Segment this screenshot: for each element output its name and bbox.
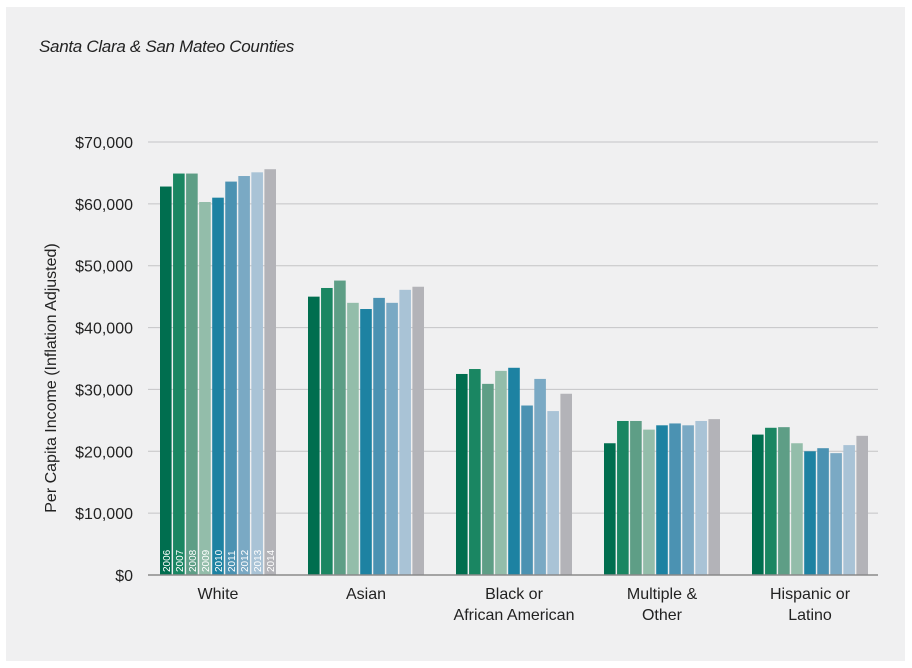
x-tick-label: White xyxy=(198,586,239,603)
x-tick-label: Asian xyxy=(346,586,386,603)
bar xyxy=(669,423,681,575)
bar xyxy=(238,176,250,575)
y-axis-ticks: $0 $10,000 $20,000 $30,000 $40,000 $50,000 $60… xyxy=(75,135,133,585)
year-label: 2007 xyxy=(175,549,186,572)
y-tick-label: $30,000 xyxy=(75,382,133,399)
bar xyxy=(456,373,468,575)
bar xyxy=(547,411,559,575)
y-tick-label: $20,000 xyxy=(75,444,133,461)
year-label: 2012 xyxy=(240,549,251,572)
year-label: 2009 xyxy=(201,549,212,572)
year-label: 2013 xyxy=(253,549,264,572)
bar xyxy=(373,297,385,575)
bar xyxy=(334,280,346,575)
bar xyxy=(508,367,520,575)
bar xyxy=(173,173,185,575)
bars xyxy=(160,169,868,576)
bar xyxy=(830,453,842,575)
bar xyxy=(617,420,629,575)
bar xyxy=(765,427,777,575)
x-tick-label: Multiple & Other xyxy=(627,586,698,624)
bar xyxy=(212,197,224,575)
bar xyxy=(251,172,263,575)
bar xyxy=(752,434,764,575)
bar xyxy=(604,443,616,575)
bar xyxy=(186,173,198,575)
bar xyxy=(804,451,816,575)
y-axis-label: Per Capita Income (Inflation Adjusted) xyxy=(43,243,60,512)
bar xyxy=(778,427,790,575)
bar xyxy=(225,181,237,576)
year-label: 2008 xyxy=(188,549,199,572)
bar xyxy=(521,405,533,575)
bar xyxy=(321,287,333,575)
bar xyxy=(560,393,572,575)
bar xyxy=(682,425,694,575)
y-tick-label: $10,000 xyxy=(75,506,133,523)
bar xyxy=(643,429,655,575)
bar xyxy=(482,383,494,575)
x-axis-ticks: White Asian Black or African American Multip… xyxy=(198,586,851,624)
chart-subtitle: Santa Clara & San Mateo Counties xyxy=(39,37,294,56)
year-labels: 2006 2007 2008 2009 2010 2011 2012 2013 2014 xyxy=(162,549,277,572)
bar xyxy=(386,302,398,575)
year-label: 2014 xyxy=(266,549,277,572)
bar xyxy=(817,448,829,575)
bar xyxy=(264,169,276,575)
year-label: 2011 xyxy=(227,550,238,572)
bar xyxy=(160,186,172,575)
bar xyxy=(656,425,668,575)
bar xyxy=(399,289,411,575)
year-label: 2010 xyxy=(214,549,225,572)
year-label: 2006 xyxy=(162,549,173,572)
bar xyxy=(495,370,507,575)
bar xyxy=(199,202,211,575)
y-tick-label: $50,000 xyxy=(75,259,133,276)
bar xyxy=(856,435,868,575)
y-tick-label: $60,000 xyxy=(75,197,133,214)
bar xyxy=(534,378,546,575)
bar xyxy=(308,296,320,575)
y-tick-label: $0 xyxy=(115,568,133,585)
bar xyxy=(843,445,855,575)
bar xyxy=(469,369,481,575)
y-tick-label: $40,000 xyxy=(75,321,133,338)
y-tick-label: $70,000 xyxy=(75,135,133,152)
bar xyxy=(347,302,359,575)
bar xyxy=(630,420,642,575)
bar xyxy=(695,420,707,575)
bar xyxy=(791,443,803,575)
bar xyxy=(412,286,424,575)
bar xyxy=(708,419,720,575)
bar xyxy=(360,309,372,575)
x-tick-label: Hispanic or Latino xyxy=(770,586,851,624)
x-tick-label: Black or African American xyxy=(454,586,575,624)
